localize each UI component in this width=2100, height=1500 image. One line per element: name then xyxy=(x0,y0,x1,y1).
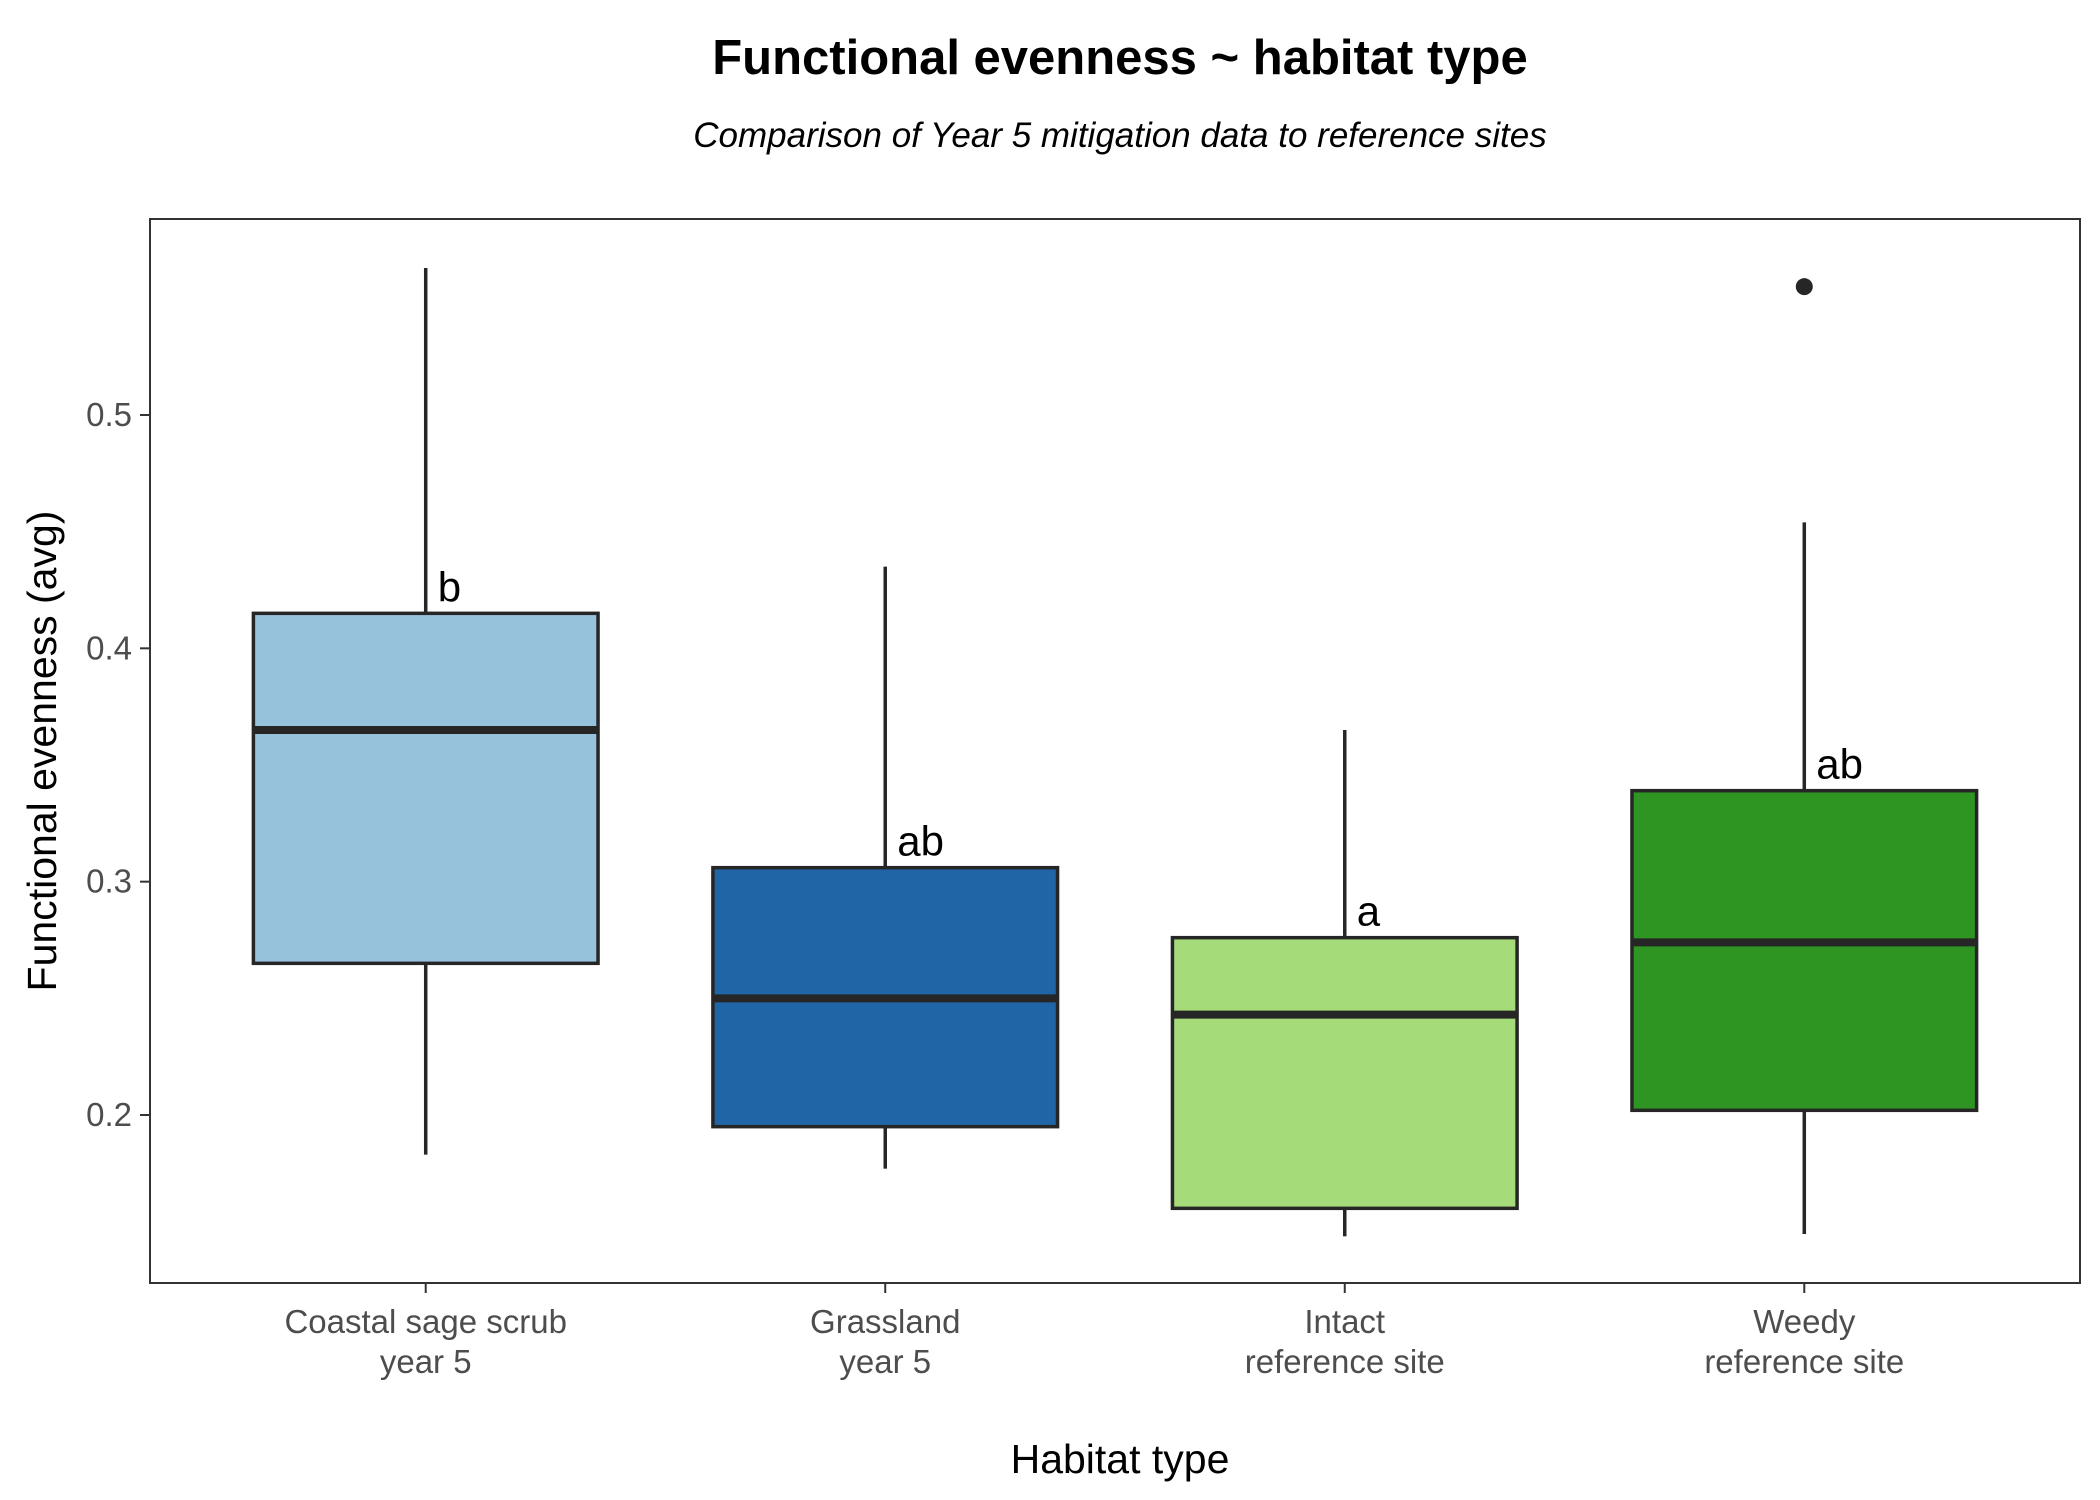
box xyxy=(251,611,600,966)
x-tick-label: Grassland year 5 xyxy=(810,1303,960,1380)
y-tick-label: 0.4 xyxy=(86,629,132,666)
y-axis-title: Functional evenness (avg) xyxy=(19,511,65,992)
box-group: a xyxy=(1170,730,1519,1237)
significance-letter: ab xyxy=(1816,741,1863,788)
significance-letter: b xyxy=(438,563,461,610)
box-group: ab xyxy=(1630,278,1979,1234)
y-tick-label: 0.5 xyxy=(86,396,132,433)
outlier-point xyxy=(1795,278,1813,296)
boxes-layer: b ab a ab xyxy=(251,268,1979,1237)
box xyxy=(1170,935,1519,1211)
x-tick-label: Intact reference site xyxy=(1245,1303,1445,1380)
x-axis: Coastal sage scrub year 5 Grassland year 5 I… xyxy=(284,1283,1904,1380)
chart-subtitle: Comparison of Year 5 mitigation data to … xyxy=(693,116,1547,155)
x-tick-label: Weedy reference site xyxy=(1704,1303,1904,1380)
y-tick-label: 0.2 xyxy=(86,1096,132,1133)
y-axis: 0.2 0.3 0.4 0.5 xyxy=(86,396,150,1133)
x-axis-title: Habitat type xyxy=(1011,1436,1230,1482)
x-tick-label: Coastal sage scrub year 5 xyxy=(284,1303,566,1380)
box-group: ab xyxy=(711,566,1060,1169)
significance-letter: a xyxy=(1357,888,1381,935)
box-group: b xyxy=(251,268,600,1155)
chart-title: Functional evenness ~ habitat type xyxy=(712,31,1528,85)
significance-letter: ab xyxy=(897,818,944,865)
y-tick-label: 0.3 xyxy=(86,863,132,900)
box xyxy=(1630,788,1979,1113)
